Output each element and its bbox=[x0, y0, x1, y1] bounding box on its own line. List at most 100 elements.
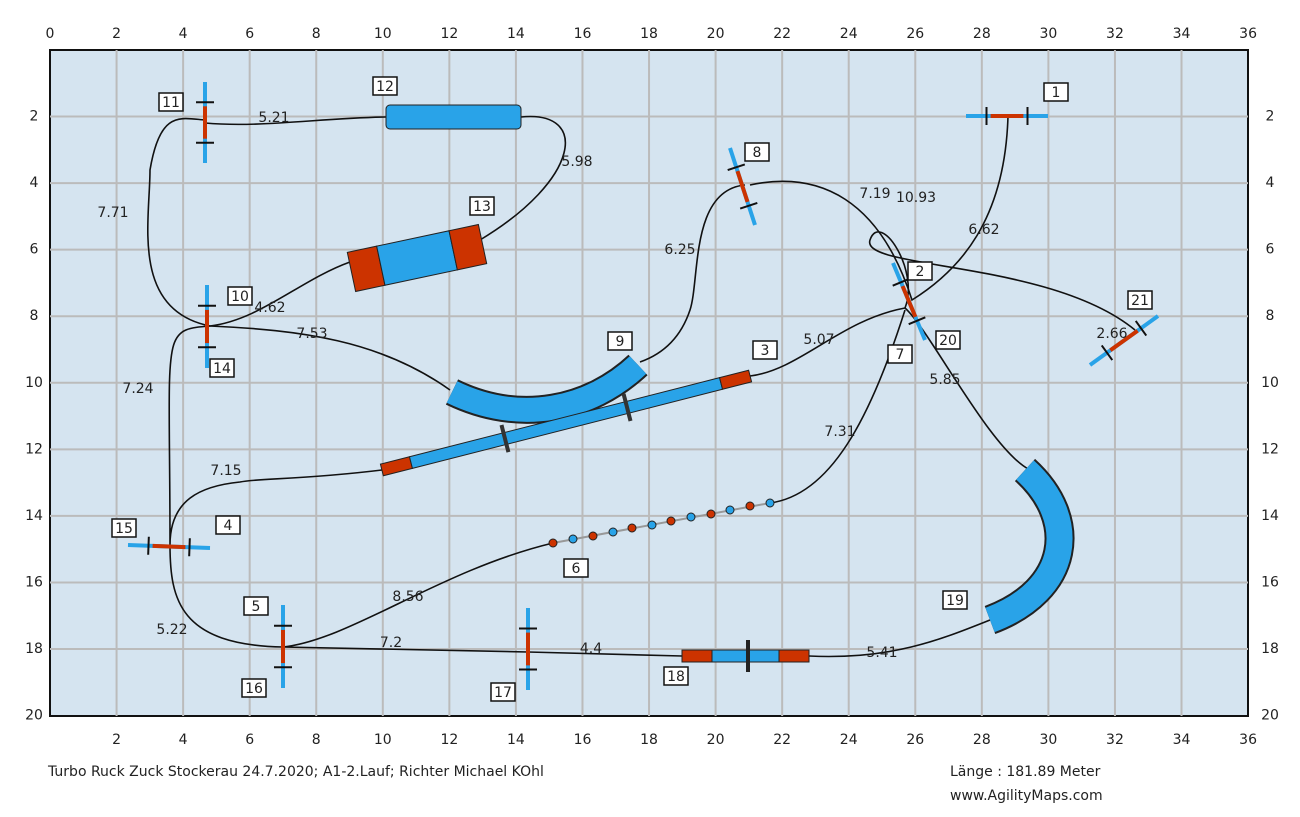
x-tick-label-bottom: 10 bbox=[374, 732, 392, 748]
x-tick-label-top: 14 bbox=[507, 26, 525, 42]
y-tick-label-right: 2 bbox=[1266, 109, 1275, 125]
obstacle-number: 21 bbox=[1131, 293, 1149, 309]
obstacle-number: 8 bbox=[753, 145, 762, 161]
x-tick-label-bottom: 24 bbox=[840, 732, 858, 748]
x-tick-label-bottom: 14 bbox=[507, 732, 525, 748]
y-tick-label-right: 20 bbox=[1261, 708, 1279, 724]
x-tick-label-bottom: 20 bbox=[707, 732, 725, 748]
distance-label: 6.25 bbox=[664, 242, 695, 258]
x-tick-label-bottom: 28 bbox=[973, 732, 991, 748]
number-box bbox=[563, 558, 589, 578]
distance-label: 7.15 bbox=[210, 463, 241, 479]
y-tick-label-right: 6 bbox=[1266, 242, 1275, 258]
jump-pole bbox=[739, 202, 758, 210]
x-tick-label-top: 22 bbox=[773, 26, 791, 42]
x-tick-label-top: 6 bbox=[245, 26, 254, 42]
x-tick-label-bottom: 26 bbox=[906, 732, 924, 748]
x-tick-label-top: 4 bbox=[179, 26, 188, 42]
x-tick-label-bottom: 2 bbox=[112, 732, 121, 748]
y-tick-label-left: 12 bbox=[25, 441, 43, 457]
distance-label: 4.4 bbox=[580, 641, 602, 657]
path-segment bbox=[209, 325, 451, 391]
path-segment bbox=[749, 115, 1009, 302]
obstacle-number: 18 bbox=[667, 669, 685, 685]
obstacle-number: 17 bbox=[494, 685, 512, 701]
distance-label: 4.62 bbox=[254, 300, 285, 316]
jump-bar bbox=[1109, 329, 1139, 352]
distance-label: 8.56 bbox=[392, 589, 423, 605]
y-tick-label-left: 14 bbox=[25, 508, 43, 524]
number-box bbox=[241, 678, 267, 698]
distance-label: 5.98 bbox=[561, 154, 592, 170]
y-tick-label-left: 20 bbox=[25, 708, 43, 724]
obstacle-number: 3 bbox=[761, 343, 770, 359]
x-tick-label-top: 28 bbox=[973, 26, 991, 42]
x-tick-label-top: 20 bbox=[707, 26, 725, 42]
x-tick-label-bottom: 4 bbox=[179, 732, 188, 748]
y-tick-label-right: 14 bbox=[1261, 508, 1279, 524]
obstacle-number: 11 bbox=[162, 95, 180, 111]
y-tick-label-left: 10 bbox=[25, 375, 43, 391]
jump-pole bbox=[188, 538, 191, 557]
x-tick-label-bottom: 6 bbox=[245, 732, 254, 748]
y-tick-label-right: 10 bbox=[1261, 375, 1279, 391]
jumps bbox=[127, 82, 1160, 690]
jump-pole bbox=[727, 163, 746, 171]
obstacle-number: 16 bbox=[245, 681, 263, 697]
path-segment bbox=[639, 184, 746, 363]
number-box bbox=[752, 340, 778, 360]
jump-pole bbox=[892, 277, 910, 287]
jump-pole bbox=[908, 316, 926, 326]
y-tick-label-right: 8 bbox=[1266, 308, 1275, 324]
number-box bbox=[942, 590, 968, 610]
obstacle-number: 10 bbox=[231, 289, 249, 305]
x-tick-label-top: 16 bbox=[574, 26, 592, 42]
number-box bbox=[490, 682, 516, 702]
number-box bbox=[469, 196, 495, 216]
obstacle-number: 2 bbox=[916, 264, 925, 280]
x-tick-label-bottom: 30 bbox=[1039, 732, 1057, 748]
distance-label: 5.41 bbox=[866, 645, 897, 661]
x-tick-label-bottom: 22 bbox=[773, 732, 791, 748]
x-tick-label-bottom: 8 bbox=[312, 732, 321, 748]
number-box bbox=[158, 92, 184, 112]
x-tick-label-bottom: 16 bbox=[574, 732, 592, 748]
distance-label: 7.2 bbox=[380, 635, 402, 651]
obstacle-number: 7 bbox=[896, 347, 905, 363]
obstacle-number: 13 bbox=[473, 199, 491, 215]
footer-event: Turbo Ruck Zuck Stockerau 24.7.2020; A1-… bbox=[47, 764, 544, 780]
obstacles bbox=[346, 104, 1075, 672]
footer-length: Länge : 181.89 Meter bbox=[950, 764, 1101, 780]
footer-site: www.AgilityMaps.com bbox=[950, 788, 1103, 804]
distance-label: 5.22 bbox=[156, 622, 187, 638]
x-tick-label-bottom: 12 bbox=[440, 732, 458, 748]
x-tick-label-bottom: 36 bbox=[1239, 732, 1257, 748]
y-tick-label-left: 6 bbox=[30, 242, 39, 258]
obstacle-number: 14 bbox=[213, 361, 231, 377]
x-tick-label-top: 24 bbox=[840, 26, 858, 42]
path-segment bbox=[169, 542, 554, 648]
obstacle-number: 12 bbox=[376, 79, 394, 95]
y-tick-label-left: 4 bbox=[30, 175, 39, 191]
obstacle-number: 1 bbox=[1052, 85, 1061, 101]
y-tick-label-left: 8 bbox=[30, 308, 39, 324]
y-tick-label-right: 12 bbox=[1261, 441, 1279, 457]
number-box bbox=[372, 76, 398, 96]
number-box bbox=[607, 331, 633, 351]
x-tick-label-top: 2 bbox=[112, 26, 121, 42]
x-tick-label-top: 0 bbox=[46, 26, 55, 42]
path-segment bbox=[168, 325, 383, 546]
obstacle-number: 15 bbox=[115, 521, 133, 537]
x-tick-label-top: 30 bbox=[1039, 26, 1057, 42]
x-tick-label-top: 32 bbox=[1106, 26, 1124, 42]
jump-pole bbox=[147, 536, 150, 555]
path-segment bbox=[204, 115, 567, 241]
distance-label: 5.21 bbox=[258, 110, 289, 126]
number-box bbox=[111, 518, 137, 538]
number-box bbox=[227, 286, 253, 306]
x-tick-label-top: 34 bbox=[1173, 26, 1191, 42]
obstacle-number: 4 bbox=[224, 518, 233, 534]
x-tick-label-top: 8 bbox=[312, 26, 321, 42]
path-segment bbox=[869, 231, 1136, 331]
y-tick-label-left: 16 bbox=[25, 574, 43, 590]
